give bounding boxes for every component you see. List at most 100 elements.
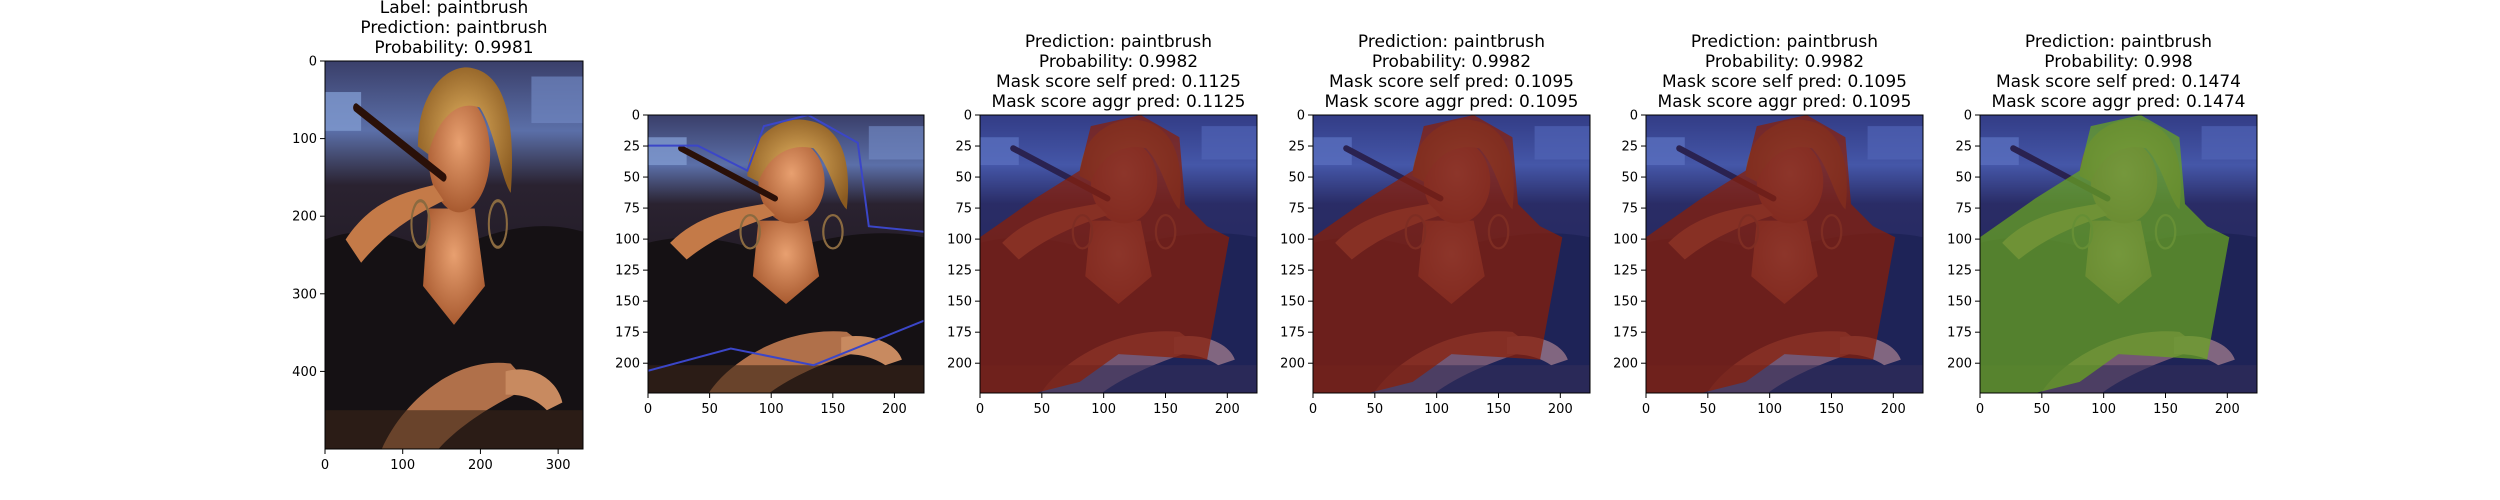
y-tick-label: 25 bbox=[623, 140, 640, 155]
panel-5-title-line: Probability: 0.9982 bbox=[1705, 52, 1864, 72]
panel-3-title-line: Prediction: paintbrush bbox=[1025, 32, 1212, 52]
x-tick-label: 0 bbox=[644, 402, 652, 417]
panel-6-title-line: Prediction: paintbrush bbox=[2025, 32, 2212, 52]
panel-1-title-line: Probability: 0.9981 bbox=[374, 38, 533, 58]
x-tick-label: 100 bbox=[1091, 402, 1116, 417]
y-tick-label: 175 bbox=[1947, 326, 1972, 341]
panel-1-image bbox=[325, 61, 583, 449]
y-tick-label: 300 bbox=[292, 287, 317, 302]
y-tick-label: 75 bbox=[1955, 202, 1972, 217]
y-tick-label: 0 bbox=[964, 109, 972, 124]
x-tick-label: 200 bbox=[1881, 402, 1906, 417]
panel-5-frame bbox=[1645, 114, 1924, 394]
x-tick-label: 150 bbox=[1819, 402, 1844, 417]
panel-3-image bbox=[980, 115, 1257, 393]
y-tick-label: 125 bbox=[615, 264, 640, 279]
x-tick-label: 0 bbox=[1642, 402, 1650, 417]
x-tick-label: 150 bbox=[820, 402, 845, 417]
saliency-mask bbox=[980, 115, 1230, 393]
y-tick-label: 50 bbox=[955, 171, 972, 186]
x-tick-label: 100 bbox=[390, 458, 415, 473]
panel-5-title-line: Mask score aggr pred: 0.1095 bbox=[1658, 92, 1912, 112]
y-tick-label: 25 bbox=[1621, 140, 1638, 155]
y-tick-label: 150 bbox=[1613, 295, 1638, 310]
y-tick-label: 125 bbox=[1613, 264, 1638, 279]
y-tick-label: 100 bbox=[292, 132, 317, 147]
y-tick-label: 75 bbox=[623, 202, 640, 217]
y-tick-label: 175 bbox=[1613, 326, 1638, 341]
panel-4-image bbox=[1313, 115, 1590, 393]
y-tick-label: 25 bbox=[1955, 140, 1972, 155]
panel-2-frame bbox=[647, 114, 925, 394]
y-tick-label: 125 bbox=[947, 264, 972, 279]
panel-2: 0 50 100 150 200 0 25 50 75 100 125 150 175 200 bbox=[615, 109, 925, 417]
y-tick-label: 0 bbox=[632, 109, 640, 124]
y-tick-label: 50 bbox=[1288, 171, 1305, 186]
y-tick-label: 200 bbox=[1613, 357, 1638, 372]
panel-4-title-line: Mask score aggr pred: 0.1095 bbox=[1325, 92, 1579, 112]
y-tick-label: 150 bbox=[1280, 295, 1305, 310]
panel-4-frame bbox=[1312, 114, 1591, 394]
saliency-mask bbox=[1646, 115, 1896, 393]
x-tick-label: 200 bbox=[1215, 402, 1240, 417]
y-tick-label: 100 bbox=[947, 233, 972, 248]
panel-3-title-line: Mask score self pred: 0.1125 bbox=[996, 72, 1241, 92]
panel-5-title-line: Mask score self pred: 0.1095 bbox=[1662, 72, 1907, 92]
x-tick-label: 300 bbox=[546, 458, 571, 473]
panel-4-title-line: Probability: 0.9982 bbox=[1372, 52, 1531, 72]
panel-5-image bbox=[1646, 115, 1923, 393]
x-tick-label: 100 bbox=[2091, 402, 2116, 417]
y-tick-label: 50 bbox=[1621, 171, 1638, 186]
y-tick-label: 100 bbox=[615, 233, 640, 248]
y-tick-label: 0 bbox=[1630, 109, 1638, 124]
y-tick-label: 125 bbox=[1947, 264, 1972, 279]
x-tick-label: 200 bbox=[882, 402, 907, 417]
panel-5-title-line: Prediction: paintbrush bbox=[1691, 32, 1878, 52]
panel-6-title-line: Mask score self pred: 0.1474 bbox=[1996, 72, 2241, 92]
panel-2-image bbox=[648, 115, 924, 393]
saliency-mask bbox=[1980, 115, 2230, 393]
y-tick-label: 0 bbox=[1964, 109, 1972, 124]
x-tick-label: 0 bbox=[1976, 402, 1984, 417]
panel-6-image bbox=[1980, 115, 2257, 393]
y-tick-label: 125 bbox=[1280, 264, 1305, 279]
x-tick-label: 150 bbox=[2153, 402, 2178, 417]
panel-1-title-line: Label: paintbrush bbox=[380, 0, 529, 18]
panel-4-title-line: Mask score self pred: 0.1095 bbox=[1329, 72, 1574, 92]
y-tick-label: 0 bbox=[1297, 109, 1305, 124]
x-tick-label: 100 bbox=[759, 402, 784, 417]
y-tick-label: 100 bbox=[1947, 233, 1972, 248]
y-tick-label: 50 bbox=[1955, 171, 1972, 186]
panel-4-title-line: Prediction: paintbrush bbox=[1358, 32, 1545, 52]
saliency-mask bbox=[1313, 115, 1563, 393]
y-tick-label: 200 bbox=[947, 357, 972, 372]
panel-3-title-line: Probability: 0.9982 bbox=[1039, 52, 1198, 72]
y-tick-label: 200 bbox=[1947, 357, 1972, 372]
x-tick-label: 50 bbox=[1700, 402, 1717, 417]
y-tick-label: 150 bbox=[1947, 295, 1972, 310]
panel-3-title-line: Mask score aggr pred: 0.1125 bbox=[992, 92, 1246, 112]
panel-1-frame bbox=[324, 60, 584, 450]
y-tick-label: 100 bbox=[1280, 233, 1305, 248]
y-tick-label: 0 bbox=[309, 55, 317, 70]
y-tick-label: 175 bbox=[947, 326, 972, 341]
x-tick-label: 200 bbox=[1548, 402, 1573, 417]
x-tick-label: 50 bbox=[1367, 402, 1384, 417]
y-tick-label: 150 bbox=[947, 295, 972, 310]
panel-6-title-line: Mask score aggr pred: 0.1474 bbox=[1992, 92, 2246, 112]
x-tick-label: 0 bbox=[976, 402, 984, 417]
y-tick-label: 175 bbox=[1280, 326, 1305, 341]
y-tick-label: 50 bbox=[623, 171, 640, 186]
y-tick-label: 25 bbox=[1288, 140, 1305, 155]
y-tick-label: 200 bbox=[615, 357, 640, 372]
x-tick-label: 0 bbox=[1309, 402, 1317, 417]
panel-3-frame bbox=[979, 114, 1258, 394]
x-tick-label: 150 bbox=[1486, 402, 1511, 417]
y-tick-label: 100 bbox=[1613, 233, 1638, 248]
y-tick-label: 200 bbox=[1280, 357, 1305, 372]
